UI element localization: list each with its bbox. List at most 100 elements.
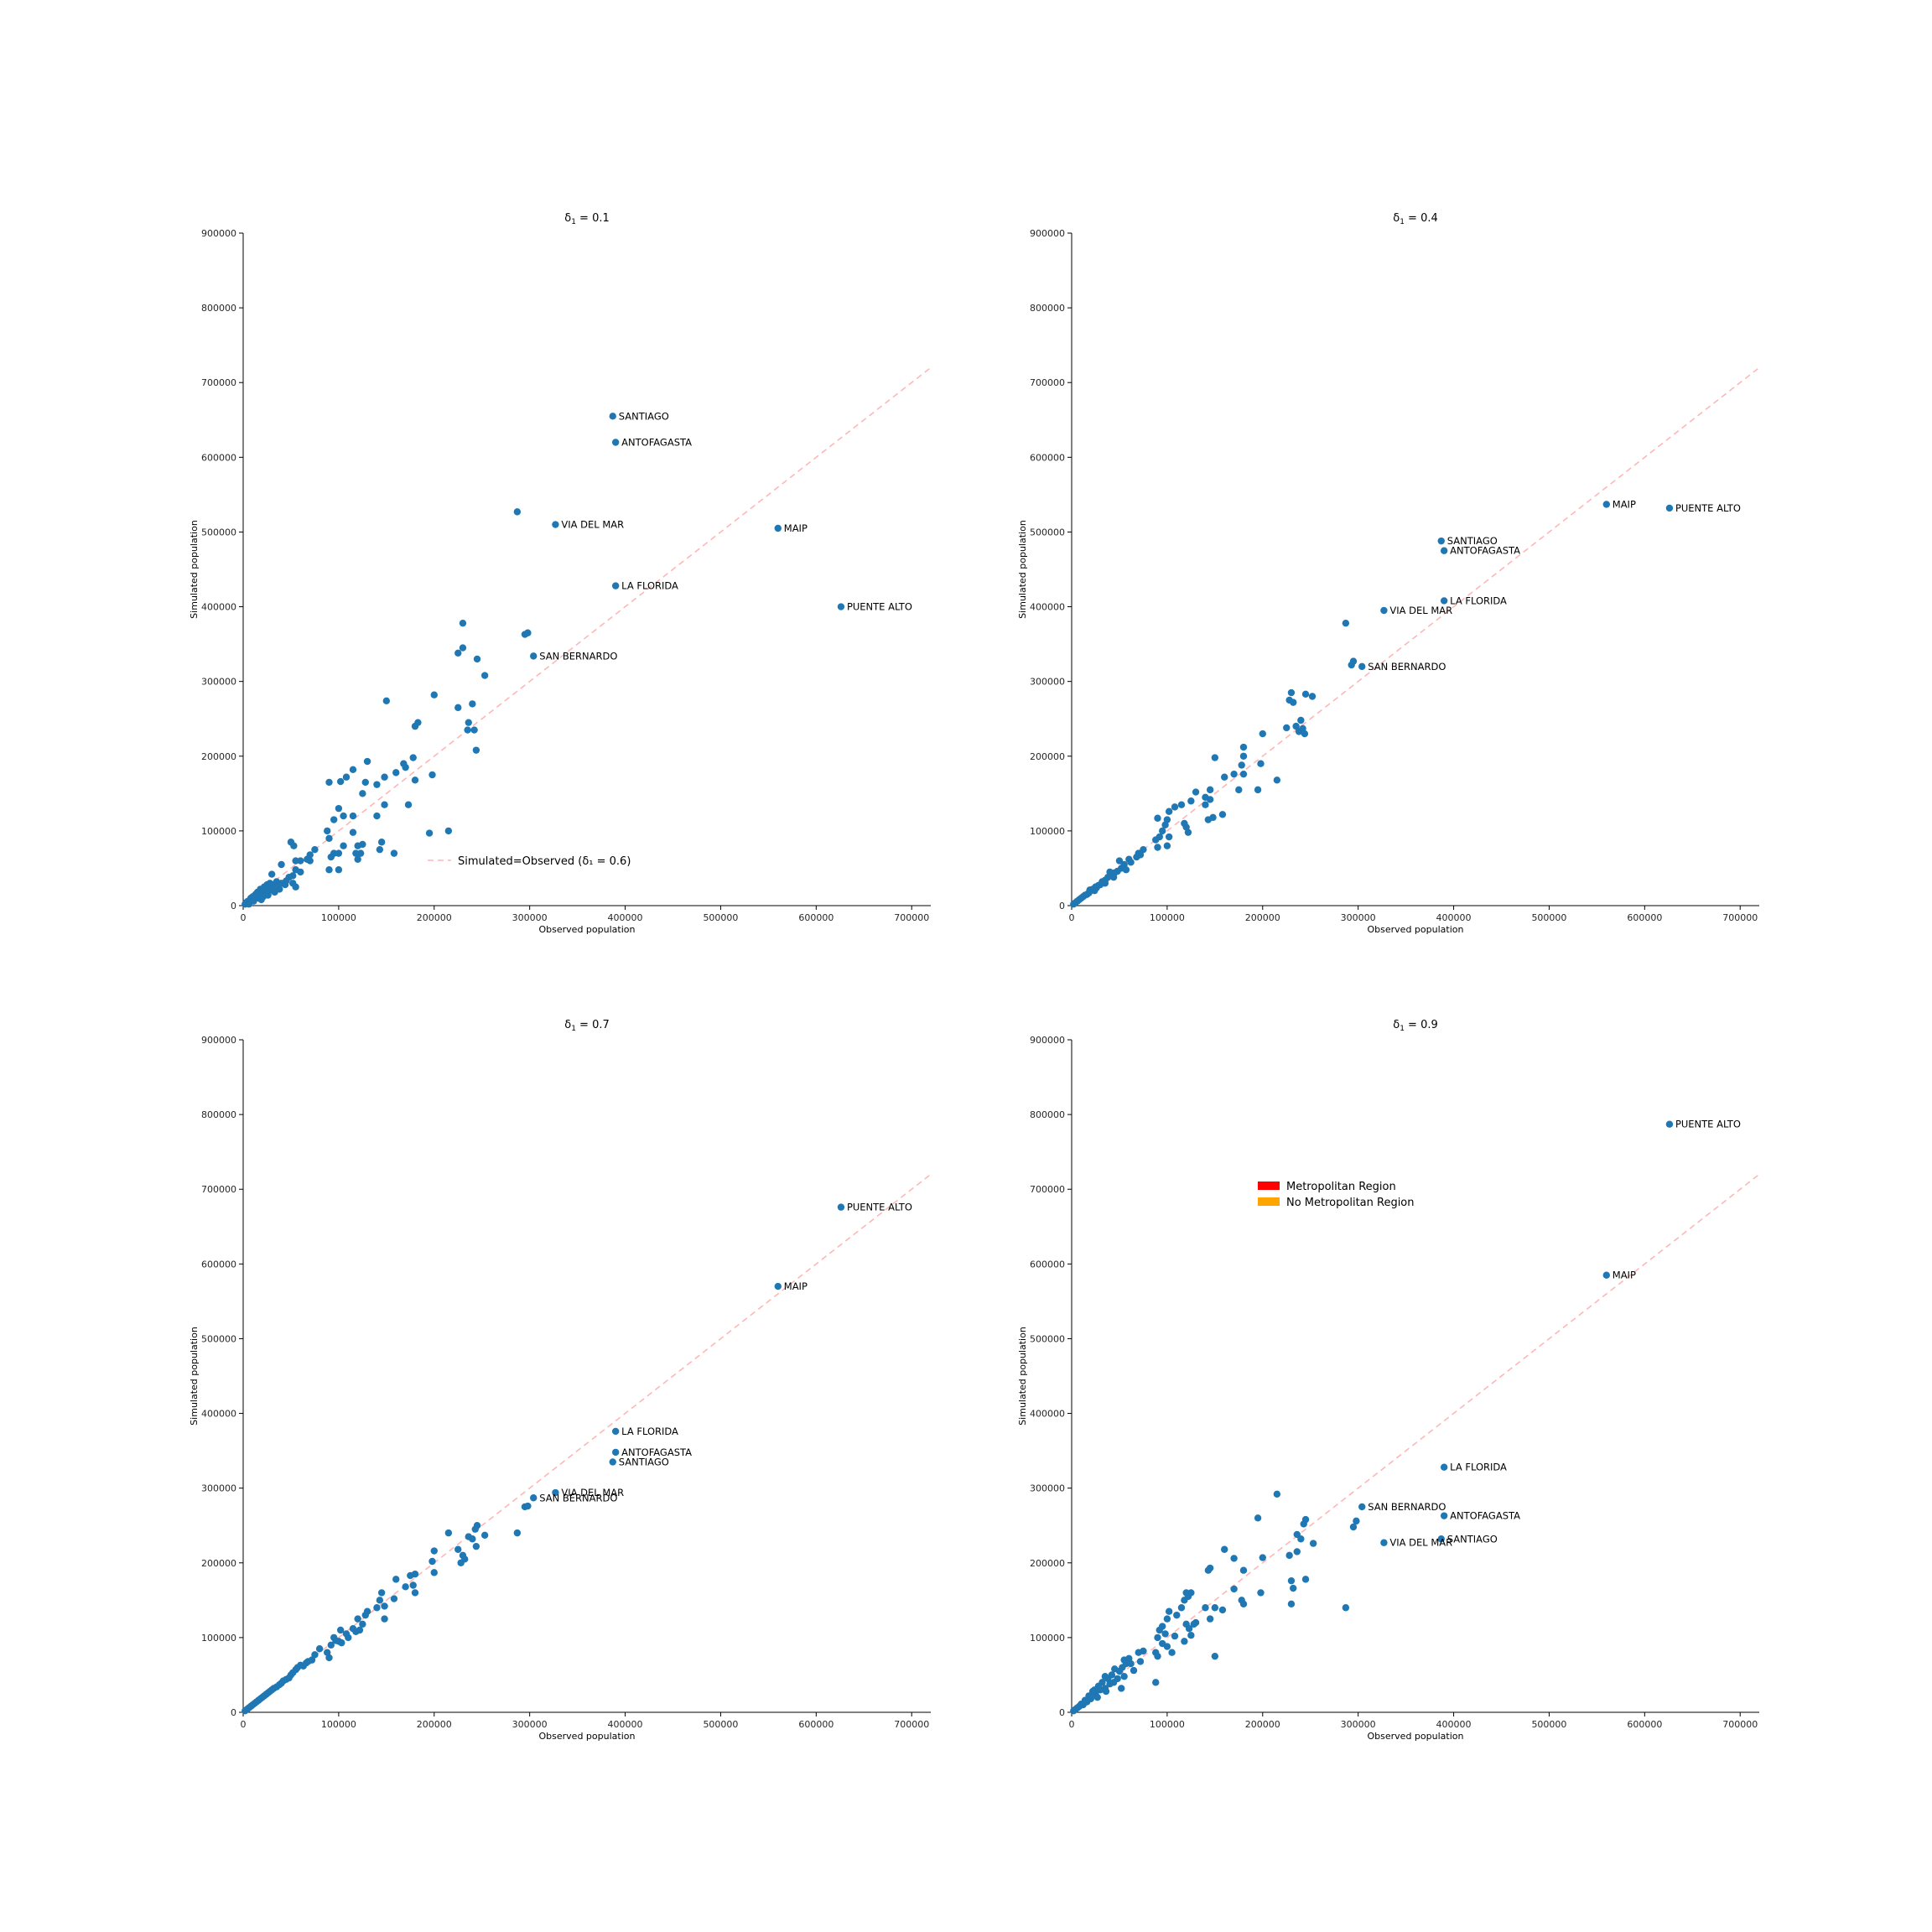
- x-tick-label: 100000: [1150, 912, 1185, 923]
- data-point: [457, 1559, 465, 1566]
- data-point: [1206, 786, 1214, 794]
- y-tick-label: 400000: [201, 1409, 236, 1420]
- x-axis-label: Observed population: [539, 1731, 636, 1742]
- data-point: [1297, 716, 1305, 724]
- data-point: [349, 766, 357, 774]
- data-point: [524, 629, 532, 636]
- data-point: [335, 849, 343, 857]
- reference-line: [1071, 1173, 1760, 1713]
- y-tick-label: 500000: [201, 1333, 236, 1344]
- data-point: [473, 655, 481, 663]
- data-point: [472, 1542, 480, 1550]
- data-point: [404, 801, 413, 808]
- data-point: [392, 1576, 400, 1583]
- x-tick-label: 100000: [321, 1719, 356, 1730]
- data-point: [1101, 1673, 1109, 1680]
- data-point: [1111, 1665, 1119, 1673]
- data-point: [1154, 844, 1161, 851]
- data-point: [1140, 845, 1147, 854]
- data-point: [352, 849, 360, 857]
- labeled-point: [609, 1458, 616, 1466]
- point-label: LA FLORIDA: [1450, 1462, 1507, 1473]
- point-label: SANTIAGO: [619, 410, 669, 422]
- y-tick-label: 300000: [201, 677, 236, 688]
- data-point: [349, 828, 357, 836]
- data-point: [454, 704, 462, 712]
- x-axis-label: Observed population: [1368, 1731, 1464, 1742]
- data-point: [1070, 1707, 1078, 1715]
- data-point: [1287, 1600, 1296, 1607]
- y-tick-label: 400000: [1030, 1409, 1065, 1420]
- data-point: [1211, 1652, 1219, 1660]
- data-point: [444, 827, 453, 835]
- data-point: [1136, 1658, 1145, 1665]
- y-axis-label: Simulated population: [189, 520, 200, 619]
- x-tick-label: 300000: [1341, 1719, 1376, 1730]
- y-tick-label: 200000: [1030, 1558, 1065, 1569]
- data-point: [245, 901, 253, 908]
- point-label: PUENTE ALTO: [847, 601, 912, 613]
- data-point: [1211, 1604, 1219, 1612]
- data-point: [335, 866, 343, 874]
- point-label: SAN BERNARDO: [1368, 1501, 1446, 1513]
- data-point: [1163, 842, 1171, 849]
- data-point: [292, 857, 299, 865]
- labeled-point: [837, 603, 845, 610]
- data-point: [1192, 788, 1200, 796]
- data-point: [1181, 819, 1188, 828]
- data-point: [430, 691, 438, 699]
- data-point: [1109, 1679, 1118, 1686]
- y-axis-label: Simulated population: [1017, 520, 1028, 619]
- data-point: [1301, 690, 1310, 699]
- data-point: [480, 672, 489, 679]
- data-point: [281, 880, 289, 889]
- y-axis-label: Simulated population: [1017, 1327, 1028, 1426]
- point-label: PUENTE ALTO: [1675, 1119, 1741, 1130]
- y-tick-label: 400000: [201, 602, 236, 613]
- labeled-point: [1602, 1271, 1610, 1279]
- point-label: SANTIAGO: [1447, 1533, 1498, 1545]
- data-point: [271, 888, 278, 896]
- data-point: [1152, 1679, 1160, 1686]
- data-point: [411, 1589, 419, 1597]
- data-point: [1181, 1597, 1188, 1604]
- data-point: [1165, 1607, 1173, 1615]
- y-tick-label: 0: [1059, 901, 1065, 911]
- data-point: [330, 816, 338, 823]
- x-tick-label: 400000: [608, 1719, 643, 1730]
- data-point: [1118, 1685, 1125, 1692]
- data-point: [524, 1502, 532, 1510]
- data-point: [1163, 1643, 1171, 1650]
- y-tick-label: 100000: [1030, 1633, 1065, 1644]
- data-point: [354, 855, 361, 863]
- data-point: [1239, 752, 1248, 760]
- y-tick-label: 900000: [201, 228, 236, 239]
- data-point: [1127, 859, 1135, 866]
- data-point: [1273, 1490, 1281, 1498]
- labeled-point: [1437, 537, 1445, 545]
- data-point: [1171, 803, 1179, 811]
- data-point: [411, 776, 419, 784]
- data-point: [454, 649, 462, 657]
- data-point: [425, 829, 434, 837]
- x-tick-label: 600000: [798, 912, 834, 923]
- labeled-point: [1440, 1512, 1448, 1519]
- data-point: [1158, 827, 1166, 835]
- data-point: [1257, 1589, 1265, 1597]
- labeled-point: [774, 1282, 782, 1291]
- data-point: [242, 1707, 249, 1715]
- data-point: [1165, 833, 1173, 841]
- x-tick-label: 700000: [1722, 912, 1758, 923]
- data-point: [1285, 1551, 1293, 1560]
- y-tick-label: 700000: [1030, 377, 1065, 388]
- data-point: [1308, 693, 1317, 700]
- y-tick-label: 200000: [201, 1558, 236, 1569]
- data-point: [471, 1525, 479, 1533]
- labeled-point: [1602, 501, 1610, 508]
- x-tick-label: 200000: [417, 912, 452, 923]
- labeled-point: [1380, 606, 1388, 615]
- legend-item-label: Metropolitan Region: [1286, 1181, 1396, 1193]
- labeled-point: [1440, 597, 1448, 605]
- x-tick-label: 300000: [512, 1719, 548, 1730]
- x-tick-label: 600000: [1627, 912, 1662, 923]
